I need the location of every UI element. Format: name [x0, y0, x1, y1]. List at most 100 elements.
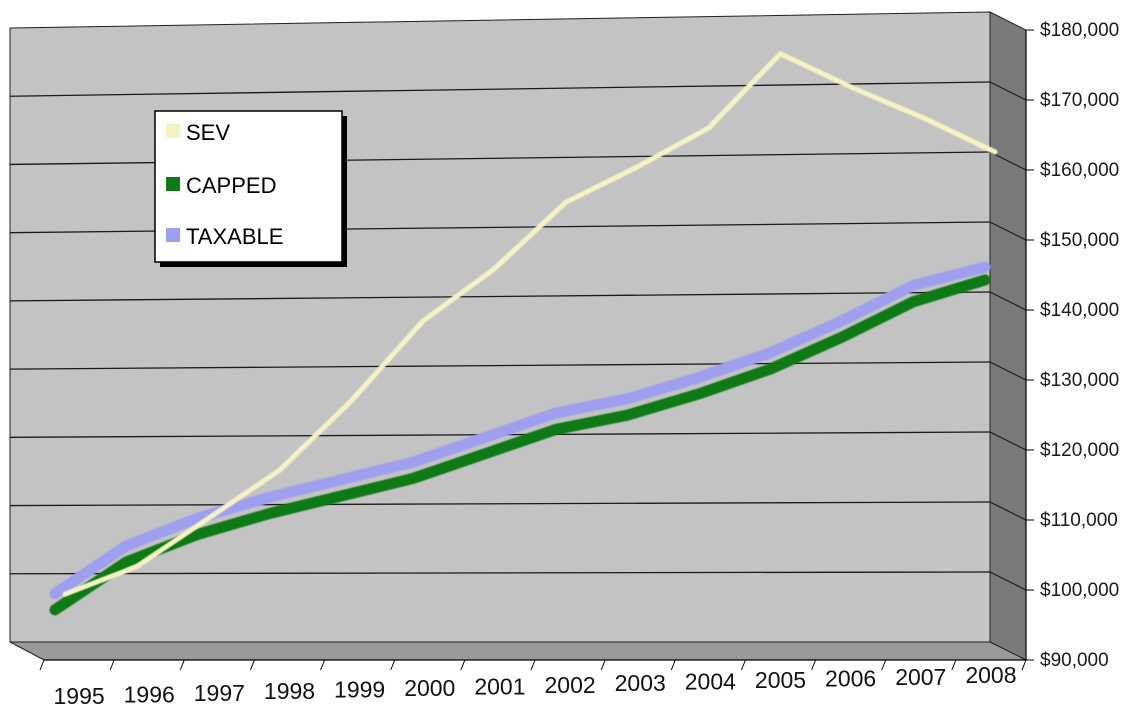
data-point-taxable: [54, 593, 56, 595]
legend: SEV CAPPED TAXABLE: [154, 110, 347, 267]
data-point-taxable: [340, 479, 342, 481]
data-point-taxable: [984, 266, 986, 268]
x-tick-label: 1996: [124, 681, 175, 707]
data-point-sev: [922, 117, 924, 119]
y-tick-label: $120,000: [1040, 440, 1119, 461]
data-point-capped: [769, 368, 771, 370]
data-point-taxable: [126, 545, 128, 547]
data-point-taxable: [197, 517, 199, 519]
data-point-sev: [279, 469, 281, 471]
plot-side-wall: [989, 11, 1027, 661]
data-point-capped: [984, 279, 986, 281]
gridline: [9, 291, 991, 302]
data-point-capped: [698, 393, 700, 395]
x-tick-label: 1999: [334, 677, 385, 703]
x-tick-label: 2004: [685, 669, 736, 695]
data-point-sev: [207, 518, 209, 520]
data-point-sev: [565, 201, 567, 203]
x-tick: [320, 659, 326, 671]
legend-label-sev: SEV: [186, 120, 230, 145]
y-tick-label: $150,000: [1040, 230, 1119, 251]
gridline-side: [989, 291, 1027, 311]
x-tick-label: 2002: [544, 672, 595, 698]
legend-label-capped: CAPPED: [186, 173, 276, 198]
data-point-sev: [136, 566, 138, 568]
data-point-sev: [64, 593, 66, 595]
series-capped: [49, 274, 991, 616]
data-point-taxable: [698, 376, 700, 378]
x-tick-label: 1995: [53, 683, 104, 709]
gridline-side: [989, 81, 1027, 101]
data-point-taxable: [912, 284, 914, 286]
gridline-side: [989, 501, 1027, 521]
data-point-taxable: [269, 496, 271, 498]
data-point-capped: [626, 414, 628, 416]
data-point-capped: [126, 561, 128, 563]
x-tick-label: 1997: [194, 680, 245, 706]
x-tick-label: 2005: [755, 667, 806, 693]
gridline-side: [989, 571, 1027, 591]
gridline-side: [989, 151, 1027, 171]
legend-swatch-taxable: [166, 228, 180, 242]
series-line-sev: [62, 51, 998, 597]
legend-swatch-capped: [166, 177, 180, 191]
gridline-side: [989, 361, 1027, 381]
plot-floor: [9, 641, 1027, 661]
gridline: [9, 571, 991, 575]
y-tick-label: $100,000: [1040, 580, 1119, 601]
y-tick-label: $90,000: [1040, 650, 1109, 671]
series-line-capped: [49, 274, 991, 616]
x-tick-label: 2007: [895, 664, 946, 690]
data-point-capped: [555, 428, 557, 430]
y-axis: $90,000 $100,000 $110,000 $120,000 $130,000 $…: [1025, 20, 1119, 671]
y-tick-label: $170,000: [1040, 90, 1119, 111]
data-point-capped: [340, 495, 342, 497]
x-tick: [179, 659, 185, 671]
x-tick: [951, 659, 957, 671]
data-point-capped: [269, 512, 271, 514]
y-tick-label: $180,000: [1040, 20, 1119, 41]
data-point-sev: [851, 86, 853, 88]
x-tick-label: 1998: [264, 678, 315, 704]
x-tick: [600, 659, 606, 671]
x-tick-label: 2001: [474, 673, 525, 699]
x-axis: 1995 1996 1997 1998 1999 2000 2001 2002 2003 2004…: [39, 659, 1027, 709]
gridline: [9, 361, 991, 370]
data-point-sev: [422, 320, 424, 322]
data-point-capped: [412, 478, 414, 480]
data-point-sev: [493, 268, 495, 270]
gridline: [9, 501, 991, 507]
data-point-capped: [483, 453, 485, 455]
data-point-taxable: [483, 437, 485, 439]
data-point-taxable: [841, 320, 843, 322]
data-point-capped: [912, 301, 914, 303]
x-tick: [881, 659, 887, 671]
data-point-taxable: [769, 352, 771, 354]
x-tick: [811, 659, 817, 671]
data-point-sev: [994, 151, 996, 153]
x-tick: [39, 659, 45, 671]
gridline-side: [989, 431, 1027, 451]
legend-label-taxable: TAXABLE: [186, 224, 283, 249]
series-layer: [49, 51, 998, 616]
data-point-capped: [54, 609, 56, 611]
x-tick: [740, 659, 746, 671]
series-sev: [62, 51, 998, 597]
y-tick-label: $130,000: [1040, 370, 1119, 391]
x-tick: [460, 659, 466, 671]
x-tick: [249, 659, 255, 671]
x-tick-label: 2003: [615, 670, 666, 696]
gridline: [9, 81, 991, 97]
x-tick: [109, 659, 115, 671]
data-point-sev: [350, 400, 352, 402]
legend-swatch-sev: [166, 124, 180, 138]
data-point-taxable: [626, 398, 628, 400]
x-tick: [1021, 659, 1027, 671]
x-tick: [670, 659, 676, 671]
data-point-sev: [779, 53, 781, 55]
x-tick-label: 2008: [965, 662, 1016, 688]
data-point-sev: [708, 127, 710, 129]
data-point-capped: [197, 533, 199, 535]
y-tick-label: $140,000: [1040, 300, 1119, 321]
legend-box: [154, 110, 343, 263]
